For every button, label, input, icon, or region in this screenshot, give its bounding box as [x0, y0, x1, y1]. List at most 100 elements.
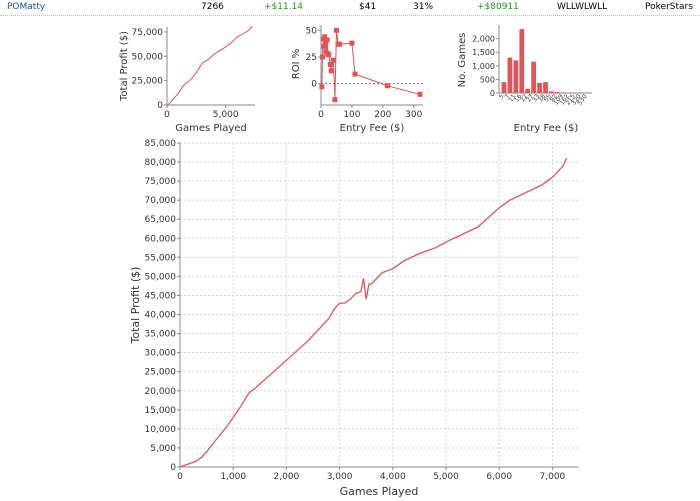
roi-point	[324, 37, 330, 43]
roi-x-tick-label: 200	[374, 110, 391, 120]
main-profit-series-line	[179, 157, 568, 468]
total-profit-value: +$80911	[477, 2, 519, 12]
games-hist-x-tick-label: 38	[537, 93, 547, 103]
roi-point	[322, 34, 328, 40]
roi-point	[319, 84, 325, 90]
main-profit-x-tick-label: 3,000	[327, 472, 353, 482]
player-stats-row: POMatty 7266 +$11.14 $41 31% +$80911 WLL…	[0, 0, 700, 16]
main-profit-y-tick-label: 75,000	[145, 177, 177, 187]
games-hist-x-tick-label: 7	[504, 93, 512, 100]
network-value: PokerStars	[645, 2, 693, 12]
average-profit-value: +$11.14	[264, 2, 304, 12]
small-profit-y-tick-label: 25,000	[132, 77, 164, 87]
games-hist-x-tick-label: 55	[543, 93, 553, 103]
last-results-value: WLLWLWLL	[557, 2, 608, 12]
games-hist-bar	[525, 88, 531, 93]
main-profit-x-tick-label: 1,000	[220, 472, 246, 482]
small-profit-x-tick-label: 5,000	[213, 110, 239, 120]
roi-y-tick-label: 50	[306, 26, 318, 36]
roi-point	[337, 41, 343, 47]
main-profit-y-tick-label: 20,000	[145, 387, 177, 397]
main-profit-y-tick-label: 0	[170, 463, 176, 473]
small-profit-x-tick-label: 0	[164, 110, 170, 120]
average-roi-value: 31%	[413, 2, 434, 12]
small-profit-y-tick-label: 75,000	[132, 28, 164, 38]
games-hist-bar	[519, 29, 525, 93]
games-hist-y-tick-label: 0	[490, 89, 495, 98]
roi-y-axis-label: ROI %	[291, 49, 302, 79]
small-profit-y-tick-label: 0	[157, 101, 163, 111]
games-hist-bar	[560, 92, 566, 93]
average-stake-value: $41	[359, 2, 377, 12]
roi-point	[332, 97, 338, 103]
games-hist-x-tick-label: 22	[519, 93, 529, 103]
games-hist-x-tick-label: 27	[525, 93, 535, 103]
main-profit-y-tick-label: 50,000	[145, 272, 177, 282]
roi-x-tick-label: 100	[343, 110, 360, 120]
games-hist-bar	[537, 82, 542, 93]
main-profit-y-tick-label: 25,000	[145, 368, 177, 378]
main-profit-x-tick-label: 5,000	[433, 472, 459, 482]
main-profit-y-tick-label: 15,000	[145, 406, 177, 416]
main-profit-y-tick-label: 45,000	[145, 291, 177, 301]
main-profit-y-tick-label: 85,000	[145, 139, 177, 149]
games-hist-y-tick-label: 500	[480, 75, 495, 84]
roi-y-tick-label: 25	[306, 53, 317, 63]
main-profit-y-tick-label: 80,000	[145, 158, 177, 168]
roi-point	[352, 71, 358, 77]
main-profit-x-axis-label: Games Played	[340, 485, 419, 498]
main-profit-x-tick-label: 0	[177, 472, 183, 482]
roi-point	[321, 43, 327, 49]
roi-point	[330, 57, 336, 63]
games-hist-bar	[507, 57, 513, 93]
roi-x-tick-label: 300	[405, 110, 422, 120]
games-hist-y-tick-label: 1,000	[472, 62, 495, 71]
games-hist-x-tick-label: 16	[513, 93, 523, 103]
games-hist-y-tick-label: 2,000	[472, 35, 495, 44]
player-name[interactable]: POMatty	[7, 2, 46, 12]
games-hist-bar	[543, 82, 548, 93]
games-hist-bar	[513, 60, 519, 93]
main-profit-y-tick-label: 40,000	[145, 311, 177, 321]
roi-point	[320, 54, 326, 60]
main-profit-x-tick-label: 2,000	[274, 472, 300, 482]
games-hist-x-tick-label: 5	[498, 93, 506, 100]
roi-point	[333, 27, 339, 33]
main-profit-y-tick-label: 55,000	[145, 253, 177, 263]
games-hist-bar	[531, 61, 536, 93]
main-profit-y-tick-label: 35,000	[145, 330, 177, 340]
games-hist-x-tick-label: 33	[531, 93, 541, 103]
roi-point	[327, 61, 333, 67]
games-hist-x-tick-label: 11	[507, 93, 517, 103]
roi-x-tick-label: 0	[318, 110, 324, 120]
main-profit-y-tick-label: 5,000	[150, 444, 176, 454]
roi-x-axis-label: Entry Fee ($)	[340, 123, 405, 134]
roi-point	[384, 83, 390, 89]
main-profit-x-tick-label: 4,000	[380, 472, 406, 482]
main-profit-y-tick-label: 30,000	[145, 349, 177, 359]
roi-series-line	[321, 30, 421, 100]
roi-point	[323, 40, 329, 46]
games-hist-y-axis-label: No. Games	[457, 33, 468, 88]
roi-point	[417, 91, 423, 97]
small-profit-x-axis-label: Games Played	[175, 123, 247, 134]
main-profit-y-tick-label: 65,000	[145, 215, 177, 225]
small-profit-y-axis-label: Total Profit ($)	[119, 31, 130, 102]
games-played-value: 7266	[201, 2, 224, 12]
roi-y-tick-label: 0	[311, 80, 317, 90]
roi-point	[349, 40, 355, 46]
small-profit-series-line	[166, 25, 253, 106]
games-hist-x-axis-label: Entry Fee ($)	[514, 123, 579, 134]
games-hist-bar	[549, 91, 554, 93]
games-hist-x-tick-label: 82	[549, 93, 559, 103]
main-profit-y-tick-label: 70,000	[145, 196, 177, 206]
games-hist-bar	[555, 91, 560, 93]
main-profit-y-tick-label: 60,000	[145, 234, 177, 244]
main-profit-x-tick-label: 7,000	[540, 472, 566, 482]
small-profit-y-tick-label: 50,000	[132, 52, 164, 62]
games-hist-y-tick-label: 1,500	[472, 48, 495, 57]
roi-point	[326, 52, 332, 58]
games-hist-bar	[501, 82, 507, 93]
main-profit-y-axis-label: Total Profit ($)	[129, 267, 142, 345]
